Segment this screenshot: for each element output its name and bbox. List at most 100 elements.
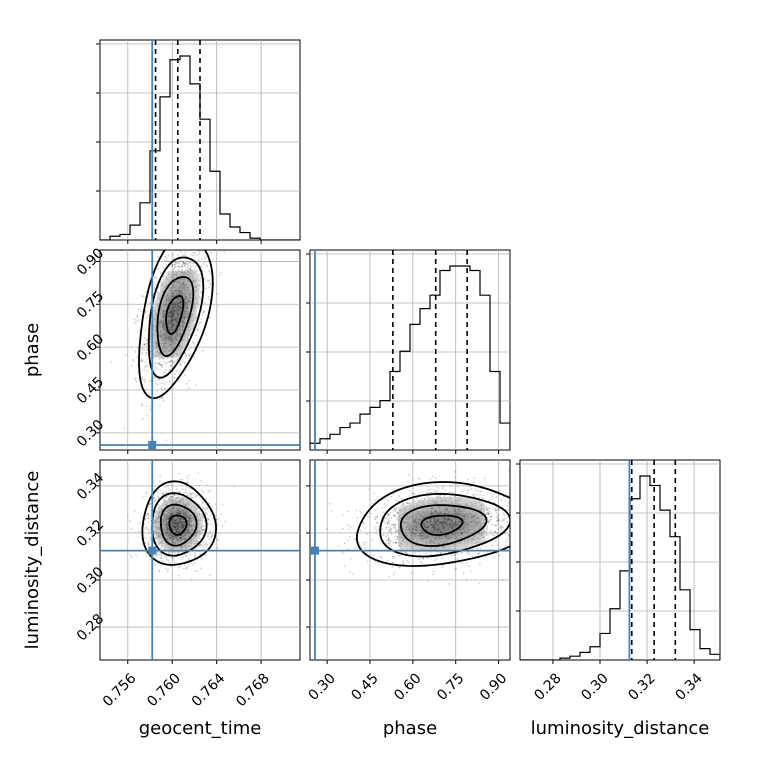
sample-point [467,490,470,492]
sample-point [161,395,164,398]
density-cell [165,339,168,342]
sample-point [199,543,202,546]
sample-point [366,533,368,536]
sample-point [449,485,452,488]
sample-point [159,551,162,554]
sample-point [207,518,209,521]
density-cell [186,297,189,300]
sample-point [196,250,198,251]
sample-point [191,262,194,265]
sample-point [200,277,202,279]
sample-point [476,547,479,550]
sample-point [134,378,137,381]
density-cell [168,528,172,532]
sample-point [392,493,395,496]
sample-point [478,496,480,499]
density-cell [183,331,187,334]
sample-point [204,287,207,290]
sample-point [376,521,379,524]
sample-point [157,362,160,365]
sample-point [484,477,487,480]
sample-point [373,509,376,512]
sample-point [496,509,499,512]
sample-point [188,354,191,357]
sample-point [172,360,175,363]
density-cell [162,333,166,337]
sample-point [394,530,397,533]
sample-point [511,488,513,490]
density-cell [160,286,163,290]
density-cell [175,270,179,274]
density-cell [173,547,177,550]
sample-point [156,553,159,556]
sample-point [177,380,180,382]
density-cell [191,318,195,321]
sample-point [201,313,204,316]
histogram [310,250,510,450]
sample-point [193,552,196,555]
sample-point [200,544,203,546]
sample-point [416,497,418,500]
sample-point [495,509,498,512]
density-cell [194,270,197,274]
density-cell [194,299,197,303]
density-cell [165,523,169,527]
sample-point [462,572,465,574]
density-cell [149,349,153,353]
sample-point [205,507,208,510]
sample-point [170,495,173,498]
density-cell [183,281,187,285]
density-cell [176,497,180,500]
panel-frame [99,249,301,451]
density-cell [154,333,158,337]
sample-point [359,510,361,513]
sample-point [390,517,393,519]
sample-point [207,518,210,521]
sample-point [512,515,514,517]
density-cell [200,523,203,527]
density-cell [196,289,200,292]
density-cell [176,536,180,540]
sample-point [358,541,361,544]
sample-point [147,513,149,516]
density-cell [170,276,174,279]
density-cell [175,318,179,321]
sample-point [206,506,209,509]
density-cell [186,278,189,282]
density-cell [178,354,182,358]
sample-point [213,529,216,532]
sample-point [487,509,489,511]
density-cell [160,347,163,350]
density-cell [165,281,168,285]
sample-point [136,315,139,317]
sample-point [404,551,407,553]
sample-point [133,322,136,325]
density-cell [178,323,182,327]
sample-point [148,536,151,539]
sample-point [391,561,394,564]
density-cell [194,276,197,279]
sample-point [485,508,487,510]
density-cell [196,286,200,290]
sample-point [435,495,438,498]
sample-point [388,542,391,544]
density-cell [181,302,184,306]
sample-point [201,489,203,492]
sample-point [435,558,438,561]
sample-point [203,529,205,532]
sample-point [159,368,161,371]
sample-point [200,318,203,320]
contour-line [165,295,185,335]
sample-point [477,489,479,492]
sample-point [160,387,163,390]
density-cell [200,518,203,521]
sample-point [149,405,151,407]
density-cell [179,528,182,532]
sample-point [199,284,201,287]
sample-point [167,552,170,554]
sample-point [427,489,430,492]
sample-point [384,535,387,537]
density-cell [178,278,182,282]
density-cell [194,531,198,534]
density-cell [160,328,163,332]
